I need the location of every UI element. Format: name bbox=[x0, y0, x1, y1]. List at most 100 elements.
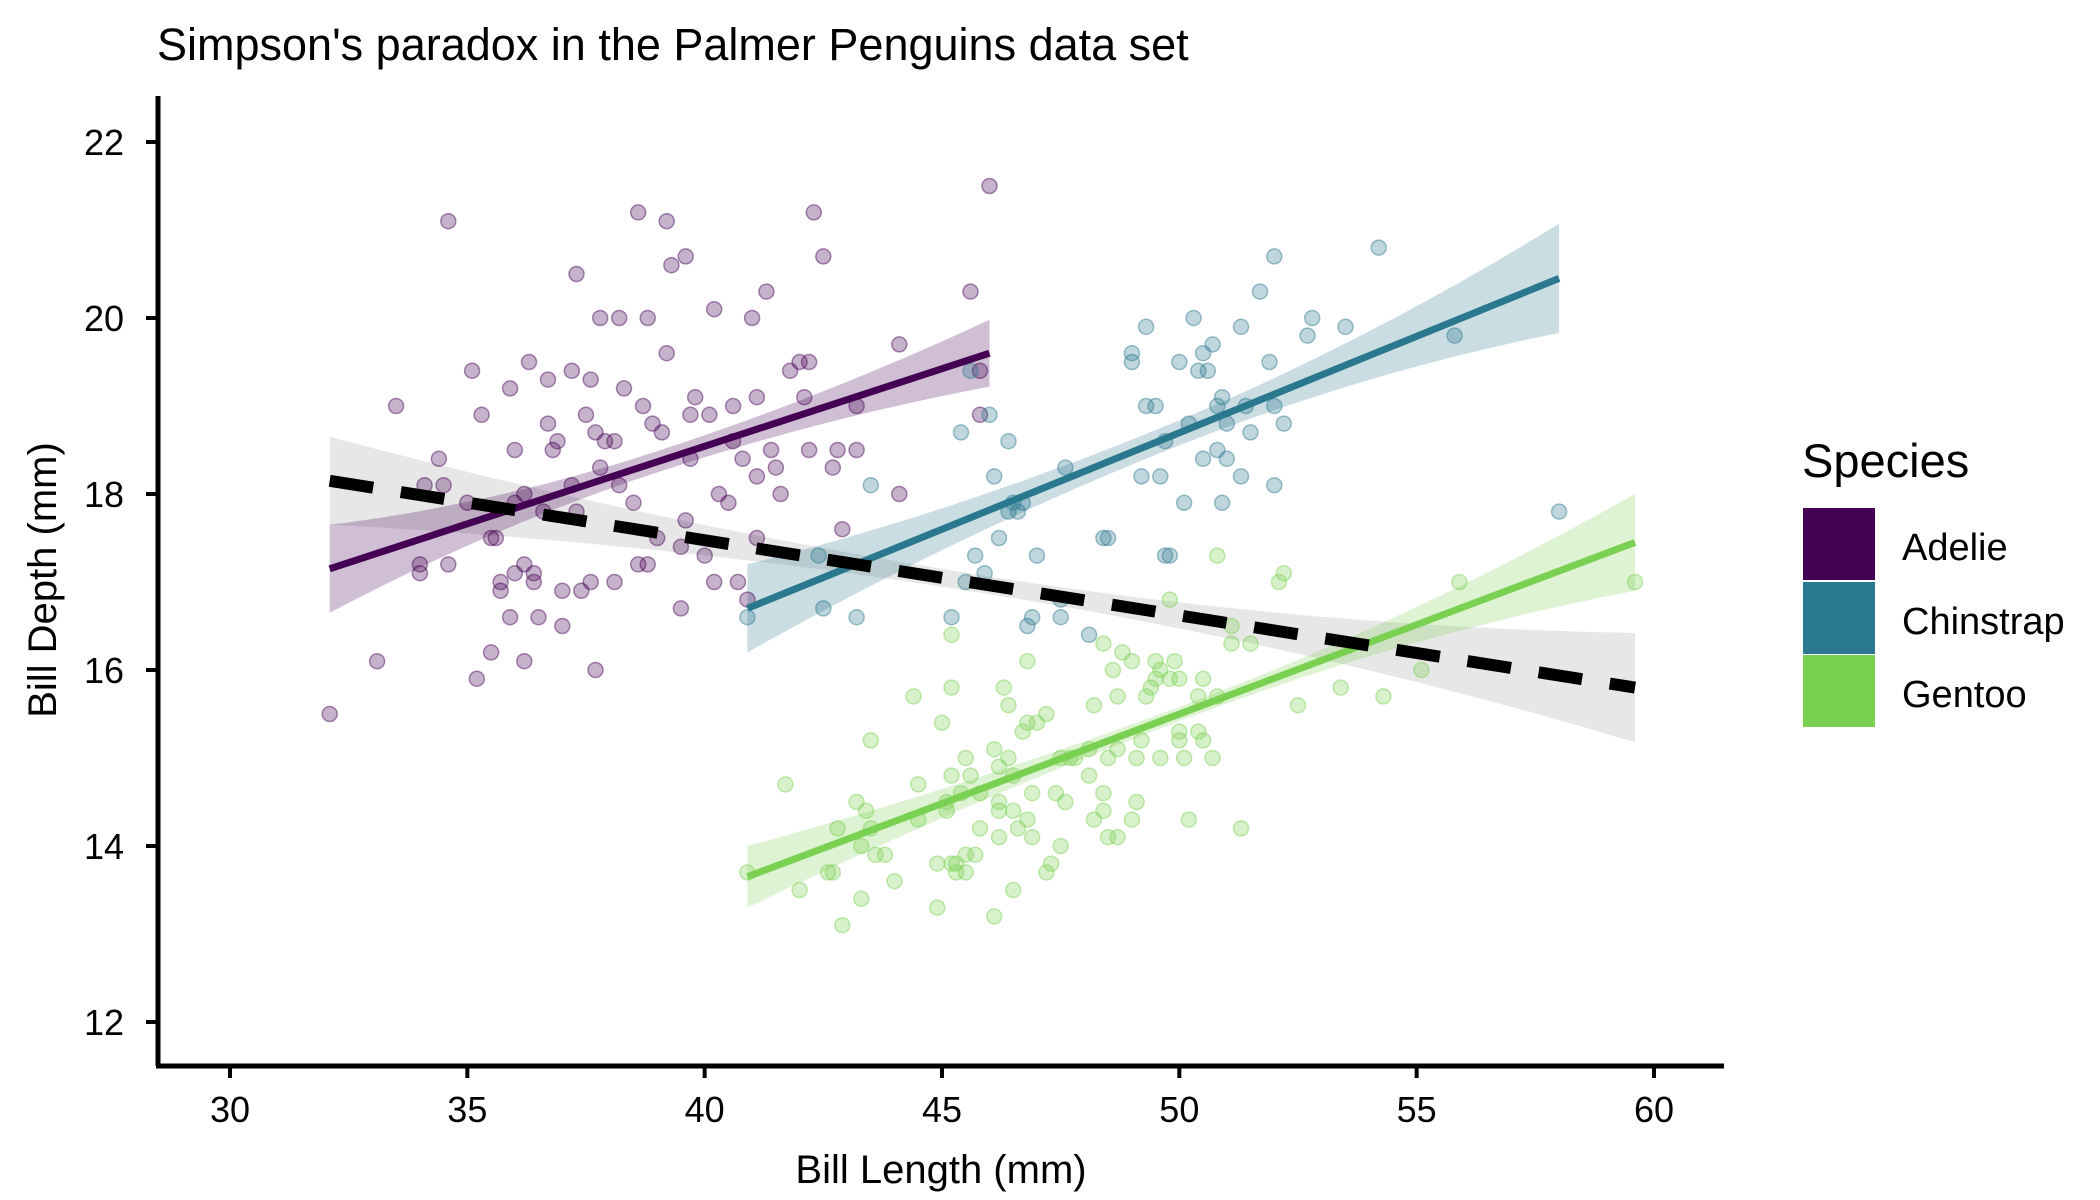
gentoo-point bbox=[1023, 784, 1041, 802]
adelie-point bbox=[525, 564, 543, 582]
adelie-fit-line bbox=[328, 349, 991, 573]
x-tick-label: 45 bbox=[922, 1089, 962, 1130]
chinstrap-confidence-band bbox=[747, 223, 1560, 653]
gentoo-point bbox=[947, 855, 965, 872]
adelie-point bbox=[829, 441, 846, 459]
gentoo-point bbox=[933, 714, 951, 732]
adelie-point bbox=[582, 573, 599, 591]
adelie-point bbox=[758, 283, 775, 300]
gentoo-point bbox=[905, 688, 922, 705]
gentoo-point bbox=[1190, 723, 1207, 740]
legend-key-chinstrap bbox=[1803, 582, 1875, 654]
gentoo-point bbox=[985, 740, 1003, 758]
adelie-point bbox=[492, 582, 509, 600]
gentoo-point bbox=[929, 899, 946, 916]
gentoo-point bbox=[1180, 811, 1198, 828]
adelie-point bbox=[962, 283, 979, 300]
gentoo-point bbox=[1413, 661, 1430, 679]
gentoo-point bbox=[1209, 547, 1226, 564]
gentoo-point bbox=[1023, 828, 1041, 846]
chinstrap-point bbox=[952, 424, 970, 441]
adelie-point bbox=[800, 353, 818, 371]
chinstrap-point bbox=[1099, 529, 1117, 547]
gentoo-point bbox=[990, 828, 1008, 846]
gentoo-point bbox=[1104, 661, 1122, 679]
adelie-point bbox=[411, 556, 429, 573]
gentoo-point bbox=[1152, 661, 1169, 679]
regression-lines bbox=[328, 275, 1637, 881]
adelie-point bbox=[591, 459, 609, 476]
gentoo-point bbox=[1147, 652, 1164, 670]
gentoo-point bbox=[1171, 670, 1188, 688]
adelie-point bbox=[554, 617, 571, 635]
x-tick-label: 50 bbox=[1159, 1089, 1199, 1130]
gentoo-point bbox=[943, 767, 960, 784]
y-tick-label: 12 bbox=[84, 1002, 124, 1043]
adelie-point bbox=[971, 362, 989, 380]
gentoo-point bbox=[995, 679, 1012, 696]
chinstrap-point bbox=[1175, 494, 1193, 512]
chinstrap-point bbox=[1133, 468, 1150, 485]
chinstrap-point bbox=[966, 547, 984, 564]
adelie-point bbox=[610, 476, 628, 494]
adelie-point bbox=[516, 652, 533, 670]
adelie-point bbox=[539, 371, 557, 388]
gentoo-point bbox=[791, 881, 808, 899]
adelie-point bbox=[805, 204, 823, 221]
gentoo-point bbox=[1095, 635, 1112, 652]
gentoo-point bbox=[1095, 802, 1112, 820]
chinstrap-point bbox=[985, 468, 1003, 485]
gentoo-point bbox=[985, 908, 1003, 925]
adelie-point bbox=[501, 380, 519, 397]
gentoo-point bbox=[1052, 837, 1069, 855]
adelie-point bbox=[743, 309, 761, 327]
adelie-point bbox=[549, 432, 566, 450]
gentoo-point bbox=[834, 916, 851, 934]
data-points bbox=[321, 177, 1644, 934]
adelie-point bbox=[629, 556, 647, 573]
gentoo-point bbox=[1270, 573, 1288, 591]
adelie-point bbox=[606, 573, 623, 591]
adelie-point bbox=[639, 309, 656, 327]
adelie-point bbox=[848, 441, 865, 459]
adelie-point bbox=[501, 608, 519, 626]
adelie-point bbox=[981, 177, 998, 195]
gentoo-point bbox=[1000, 696, 1017, 714]
x-tick-label: 55 bbox=[1397, 1089, 1437, 1130]
gentoo-point bbox=[1085, 696, 1103, 714]
adelie-point bbox=[582, 371, 599, 388]
gentoo-point bbox=[853, 890, 870, 908]
chinstrap-point bbox=[1213, 494, 1231, 512]
gentoo-point bbox=[1147, 670, 1164, 688]
legend-key-gentoo bbox=[1803, 655, 1875, 727]
adelie-point bbox=[530, 608, 547, 626]
chinstrap-point bbox=[1171, 353, 1188, 371]
chinstrap-point bbox=[1137, 397, 1155, 415]
chinstrap-point bbox=[1199, 362, 1217, 380]
gentoo-point bbox=[1275, 564, 1293, 582]
gentoo-point bbox=[990, 793, 1008, 811]
adelie-point bbox=[824, 459, 842, 476]
adelie-point bbox=[487, 529, 505, 547]
adelie-point bbox=[629, 204, 647, 221]
gentoo-point bbox=[990, 758, 1008, 776]
adelie-point bbox=[729, 573, 747, 591]
gentoo-point bbox=[971, 820, 989, 837]
chinstrap-point bbox=[1080, 626, 1098, 644]
adelie-point bbox=[516, 556, 533, 573]
adelie-point bbox=[701, 406, 718, 424]
chinstrap-point bbox=[1161, 547, 1179, 564]
gentoo-point bbox=[910, 776, 927, 793]
gentoo-fit-line bbox=[746, 539, 1637, 881]
chinstrap-point bbox=[1019, 617, 1036, 635]
x-tick-label: 60 bbox=[1634, 1089, 1674, 1130]
gentoo-point bbox=[1123, 652, 1141, 670]
adelie-point bbox=[587, 424, 604, 441]
y-axis-title: Bill Depth (mm) bbox=[21, 442, 65, 718]
adelie-point bbox=[606, 432, 623, 450]
chinstrap-point bbox=[1194, 344, 1212, 362]
legend-title: Species bbox=[1802, 434, 1969, 487]
gentoo-point bbox=[1123, 811, 1141, 828]
adelie-point bbox=[435, 476, 452, 494]
